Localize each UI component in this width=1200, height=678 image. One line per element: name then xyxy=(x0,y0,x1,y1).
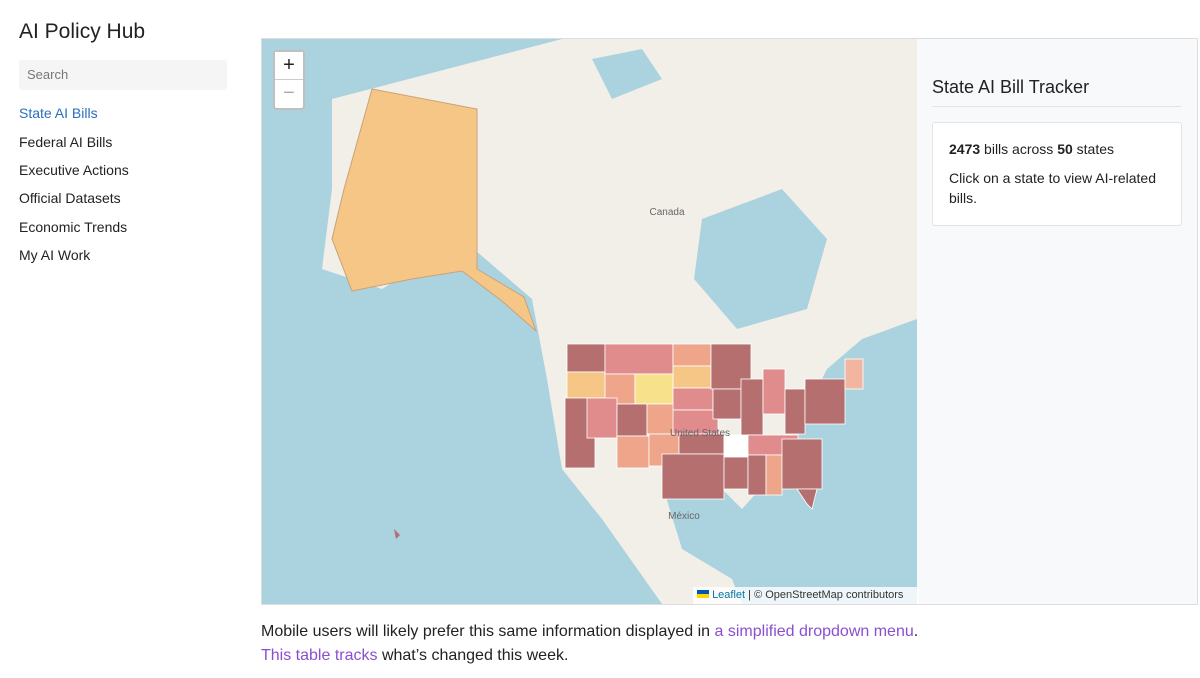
lake xyxy=(592,49,662,99)
summary-text: states xyxy=(1076,141,1115,157)
zoom-out[interactable]: − xyxy=(275,80,303,107)
hawaii xyxy=(394,529,400,539)
info-box: 2473 bills across 50 states Click on a s… xyxy=(932,122,1182,226)
text: . xyxy=(913,623,919,640)
state-count: 50 xyxy=(1057,141,1073,157)
summary-text: bills across xyxy=(984,141,1054,157)
summary: 2473 bills across 50 states xyxy=(949,139,1165,159)
search-input[interactable]: Search xyxy=(19,60,227,90)
map[interactable]: Canada United States México xyxy=(262,39,917,604)
nav-link[interactable]: Executive Actions xyxy=(19,162,129,178)
dropdown-link[interactable]: a simplified dropdown menu xyxy=(714,623,914,640)
divider xyxy=(932,106,1181,107)
footer-text: Mobile users will likely prefer this sam… xyxy=(261,620,918,668)
table-link[interactable]: This table tracks xyxy=(261,647,378,664)
alaska xyxy=(331,88,538,333)
text: what’s changed this week. xyxy=(381,647,569,664)
map-label: United States xyxy=(670,428,730,439)
instruction: Click on a state to view AI-related bill… xyxy=(949,170,1156,206)
nav-link[interactable]: Federal AI Bills xyxy=(19,134,113,150)
bill-count: 2473 xyxy=(949,141,981,157)
app-title: AI Policy Hub xyxy=(19,20,146,43)
states xyxy=(564,343,864,510)
text: Mobile users will likely prefer this sam… xyxy=(261,623,711,640)
map-label: Canada xyxy=(649,207,684,218)
nav-link[interactable]: My AI Work xyxy=(19,247,91,263)
zoom-control: + − xyxy=(273,50,305,110)
nav-link[interactable]: State AI Bills xyxy=(19,105,98,121)
nav-link[interactable]: Official Datasets xyxy=(19,190,121,206)
leaflet-link[interactable]: Leaflet xyxy=(712,589,746,601)
zoom-in[interactable]: + xyxy=(275,52,303,80)
nav-link[interactable]: Economic Trends xyxy=(19,219,128,235)
attribution: Leaflet | © OpenStreetMap contributors xyxy=(693,587,919,604)
flag-icon xyxy=(697,590,709,598)
hudson-bay xyxy=(694,189,827,329)
panel-title: State AI Bill Tracker xyxy=(932,77,1090,97)
map-label: México xyxy=(668,511,700,522)
attribution-text: | © OpenStreetMap contributors xyxy=(748,589,904,601)
